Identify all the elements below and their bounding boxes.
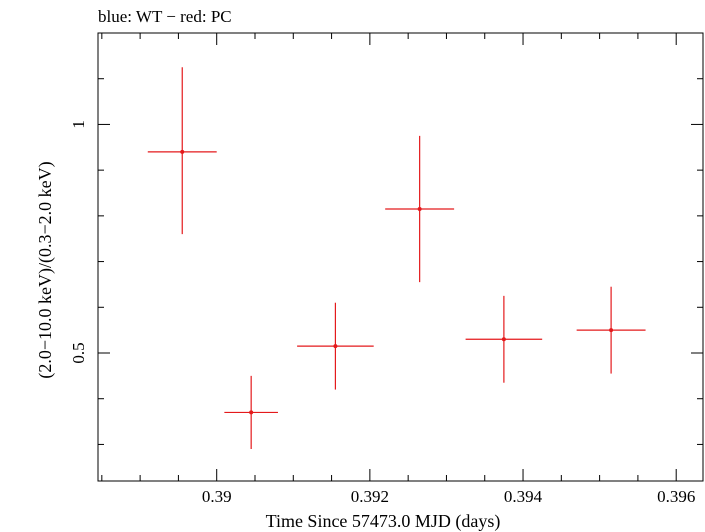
x-tick-label: 0.39 [202,487,232,506]
x-tick-label: 0.396 [657,487,695,506]
point-marker [501,337,506,342]
x-tick-label: 0.392 [351,487,389,506]
point-marker [417,207,422,211]
x-axis: 0.39 0.392 0.394 0.396 [101,33,695,506]
point-marker [249,410,254,415]
y-axis: 0.51 [69,32,703,445]
data-point [224,375,278,449]
point-marker [180,149,185,154]
data-point [147,67,217,235]
point-marker [609,328,614,333]
point-marker [333,344,338,349]
data-point [385,135,455,283]
x-tick-label: 0.394 [504,487,543,506]
y-tick-label: 1 [69,120,88,129]
chart-title: blue: WT − red: PC [98,7,232,26]
data-points [147,67,646,449]
data-point [576,286,646,374]
data-point [297,302,374,390]
plot-frame [97,32,704,482]
y-axis-title: (2.0−10.0 keV)/(0.3−2.0 keV) [35,161,56,378]
data-point [465,295,543,383]
y-tick-label: 0.5 [69,342,88,363]
x-axis-title: Time Since 57473.0 MJD (days) [266,511,501,532]
